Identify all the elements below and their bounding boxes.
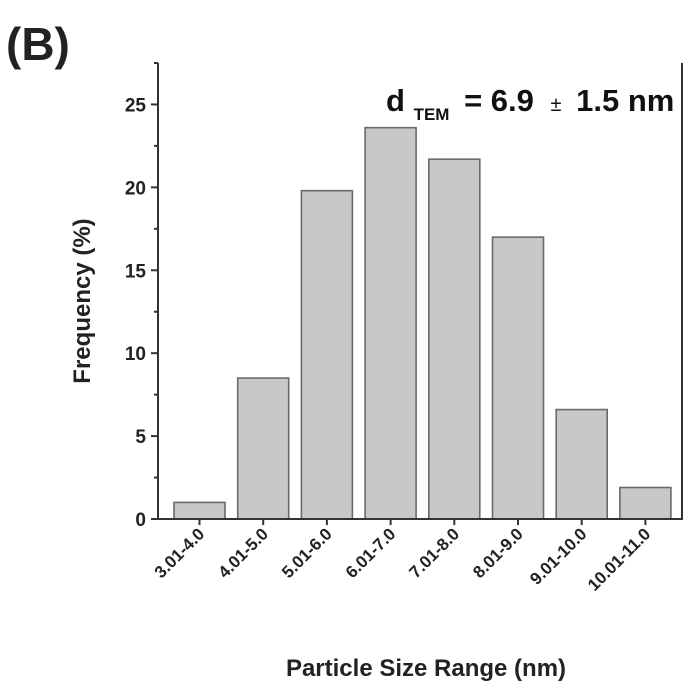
bars-group bbox=[173, 126, 672, 520]
annotation-error: 1.5 nm bbox=[576, 83, 674, 118]
x-tick-label-9.01-10.0: 9.01-10.0 bbox=[526, 524, 590, 588]
y-ticks-group: 0 5 10 15 20 25 bbox=[125, 62, 158, 531]
x-tick-label-8.01-9.0: 8.01-9.0 bbox=[469, 524, 527, 582]
bar-7.01-8.0 bbox=[427, 158, 481, 520]
x-axis-title: Particle Size Range (nm) bbox=[286, 655, 566, 682]
x-tick-label-10.01-11.0: 10.01-11.0 bbox=[584, 524, 654, 594]
y-tick-label-25: 25 bbox=[125, 95, 147, 116]
y-tick-label-15: 15 bbox=[125, 261, 147, 282]
annotation-subscript: TEM bbox=[414, 105, 450, 124]
panel-label: (B) bbox=[6, 18, 70, 70]
bar-10.01-11.0 bbox=[619, 486, 672, 520]
y-axis-title: Frequency (%) bbox=[69, 218, 96, 383]
y-tick-label-20: 20 bbox=[125, 178, 146, 199]
y-tick-label-5: 5 bbox=[135, 427, 146, 448]
size-annotation: d TEM = 6.9 ± 1.5 nm bbox=[386, 83, 674, 127]
axes-group bbox=[157, 63, 683, 520]
x-tick-label-3.01-4.0: 3.01-4.0 bbox=[151, 524, 209, 582]
bar-8.01-9.0 bbox=[491, 236, 545, 520]
bar-5.01-6.0 bbox=[300, 189, 354, 520]
x-tick-label-4.01-5.0: 4.01-5.0 bbox=[214, 524, 272, 582]
x-tick-label-5.01-6.0: 5.01-6.0 bbox=[278, 524, 336, 582]
x-tick-label-7.01-8.0: 7.01-8.0 bbox=[406, 524, 464, 582]
bar-3.01-4.0 bbox=[173, 501, 226, 520]
annotation-plus-minus: ± bbox=[551, 94, 562, 116]
x-tick-label-6.01-7.0: 6.01-7.0 bbox=[342, 524, 400, 582]
bar-4.01-5.0 bbox=[236, 377, 290, 520]
plot-frame bbox=[157, 63, 683, 520]
bar-9.01-10.0 bbox=[555, 408, 609, 520]
annotation-value: = 6.9 bbox=[464, 83, 534, 118]
annotation-symbol: d bbox=[386, 83, 405, 118]
bar-6.01-7.0 bbox=[364, 126, 417, 520]
y-tick-label-10: 10 bbox=[125, 344, 146, 365]
y-tick-label-0: 0 bbox=[135, 510, 146, 531]
x-labels-group: 3.01-4.0 4.01-5.0 5.01-6.0 6.01-7.0 7.01-8.0… bbox=[151, 519, 654, 595]
